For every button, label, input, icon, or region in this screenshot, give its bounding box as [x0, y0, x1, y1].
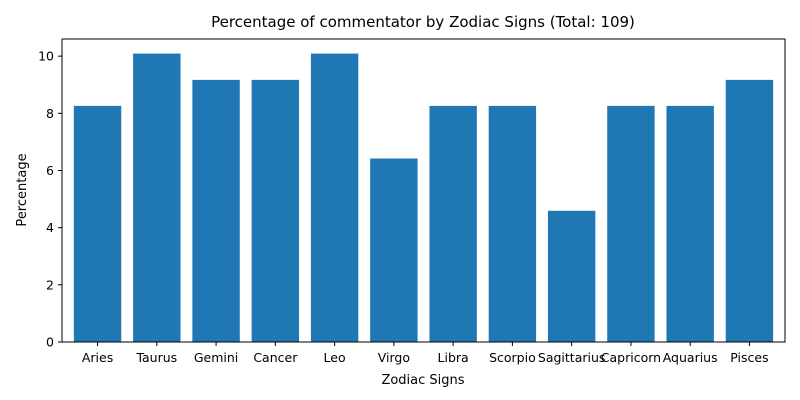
y-tick-label: 0	[46, 335, 54, 350]
x-tick-label: Capricorn	[601, 350, 661, 365]
y-axis: 0 2 4 6 8 10	[38, 49, 62, 350]
x-tick-label: Aries	[82, 350, 113, 365]
bar-sagittarius	[547, 210, 596, 342]
x-axis: Aries Taurus Gemini Cancer Leo Virgo Libra Scor…	[82, 342, 769, 365]
x-tick-label: Taurus	[135, 350, 177, 365]
x-tick-label: Cancer	[253, 350, 298, 365]
plot-frame	[61, 38, 786, 343]
x-tick-label: Leo	[324, 350, 346, 365]
bar-libra	[429, 105, 477, 343]
x-axis-label: Zodiac Signs	[381, 373, 464, 388]
x-tick-label: Gemini	[194, 350, 238, 365]
bar-virgo	[370, 158, 418, 342]
y-tick-label: 4	[46, 220, 54, 235]
chart-title: Percentage of commentator by Zodiac Sign…	[211, 13, 635, 31]
x-tick-label: Sagittarius	[538, 350, 606, 365]
bar-gemini	[192, 79, 240, 343]
bars-layer	[73, 53, 774, 343]
bar-aries	[73, 105, 122, 343]
x-tick-label: Virgo	[378, 350, 410, 365]
y-tick-label: 6	[46, 163, 54, 178]
y-tick-label: 8	[46, 106, 54, 121]
x-tick-label: Libra	[438, 350, 469, 365]
bar-aquarius	[666, 105, 714, 343]
y-tick-label: 10	[38, 49, 54, 64]
bar-taurus	[133, 53, 181, 342]
bar-pisces	[725, 79, 774, 343]
y-tick-label: 2	[46, 277, 54, 292]
bar-cancer	[251, 79, 300, 343]
bar-capricorn	[607, 105, 655, 343]
x-tick-label: Scorpio	[489, 350, 536, 365]
x-tick-label: Pisces	[730, 350, 768, 365]
bar-scorpio	[488, 105, 537, 343]
y-axis-label: Percentage	[15, 153, 30, 226]
x-tick-label: Aquarius	[663, 350, 718, 365]
bar-leo	[310, 53, 359, 342]
